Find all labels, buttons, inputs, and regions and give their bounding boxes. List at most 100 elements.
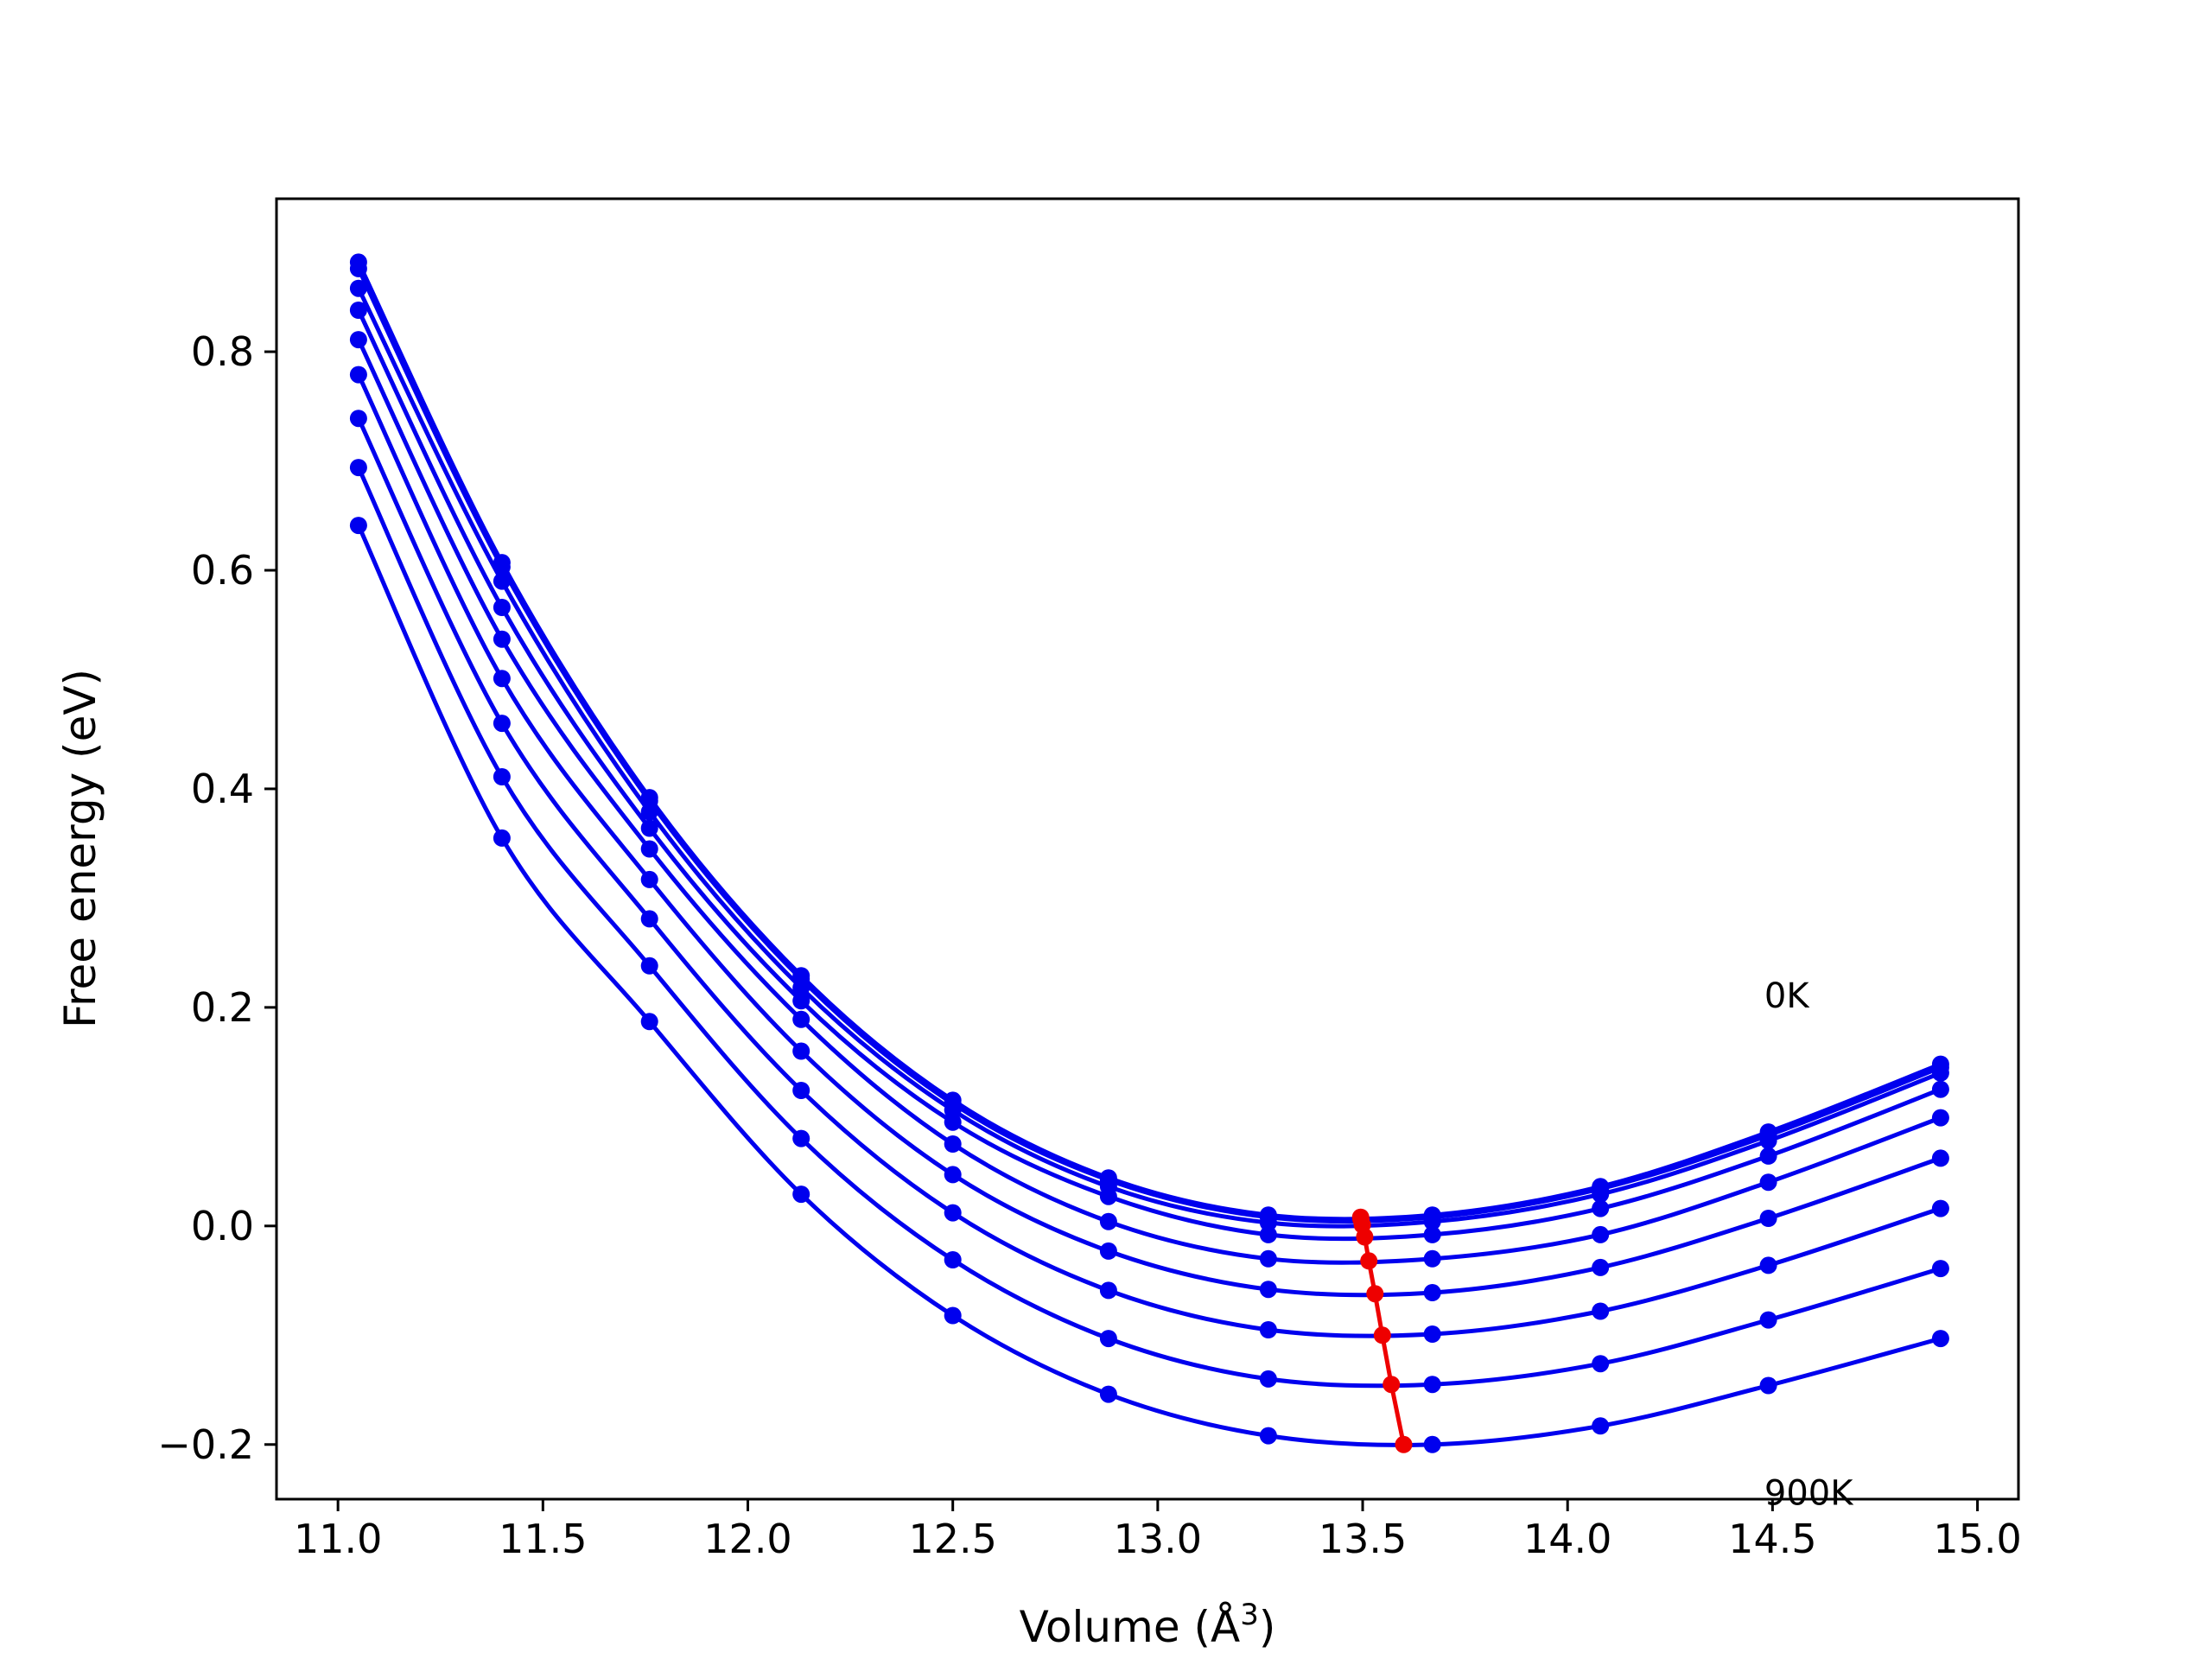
data-point-7-10	[1931, 1260, 1949, 1278]
data-point-6-1	[493, 715, 511, 733]
x-tick-label: 11.0	[294, 1516, 382, 1562]
temperature-annotation-0: 0K	[1764, 976, 1810, 1016]
data-point-4-6	[1259, 1249, 1277, 1268]
data-point-8-4	[944, 1306, 962, 1325]
data-point-2-8	[1592, 1185, 1610, 1204]
data-point-5-4	[944, 1166, 962, 1184]
data-point-5-0	[349, 365, 367, 384]
data-point-2-3	[792, 979, 810, 997]
data-point-8-0	[349, 517, 367, 535]
data-point-1-0	[349, 259, 367, 277]
data-point-8-6	[1259, 1427, 1277, 1445]
data-point-7-9	[1759, 1311, 1777, 1329]
minimum-point-7	[1382, 1376, 1401, 1394]
y-axis-ticks: −0.2 0.0 0.2 0.4 0.6 0.8	[157, 328, 276, 1468]
data-point-7-5	[1099, 1330, 1117, 1348]
data-point-3-0	[349, 302, 367, 319]
data-point-2-1	[493, 572, 511, 590]
data-point-7-6	[1259, 1370, 1277, 1388]
x-tick-label: 14.0	[1523, 1516, 1611, 1562]
data-point-5-10	[1931, 1149, 1949, 1167]
data-point-6-7	[1423, 1325, 1441, 1343]
x-tick-label: 12.5	[908, 1516, 996, 1562]
minimum-point-5	[1366, 1285, 1384, 1303]
data-point-5-5	[1099, 1242, 1117, 1260]
y-tick-label: 0.2	[191, 984, 254, 1031]
data-point-3-2	[640, 819, 658, 837]
data-point-6-10	[1931, 1199, 1949, 1217]
data-point-7-3	[792, 1129, 810, 1147]
data-point-3-9	[1759, 1147, 1777, 1165]
data-point-8-2	[640, 1013, 658, 1031]
y-tick-label: 0.0	[191, 1203, 254, 1249]
data-point-4-7	[1423, 1249, 1441, 1268]
minimum-path-layer	[1351, 1208, 1413, 1453]
data-point-2-10	[1931, 1064, 1949, 1082]
x-tick-label: 12.0	[703, 1516, 791, 1562]
x-tick-label: 11.5	[499, 1516, 587, 1562]
data-point-7-7	[1423, 1376, 1441, 1394]
data-point-5-8	[1592, 1258, 1610, 1276]
data-point-2-0	[349, 279, 367, 297]
series-line-2	[356, 287, 1942, 1229]
data-point-7-8	[1592, 1355, 1610, 1373]
temperature-annotation-1: 900K	[1764, 1473, 1854, 1513]
data-point-5-6	[1259, 1281, 1277, 1299]
y-tick-label: 0.6	[191, 547, 254, 594]
data-point-4-1	[493, 630, 511, 648]
data-point-3-8	[1592, 1199, 1610, 1217]
minimum-point-4	[1360, 1252, 1378, 1270]
data-point-5-3	[792, 1042, 810, 1060]
data-point-3-10	[1931, 1080, 1949, 1098]
data-point-2-9	[1759, 1132, 1777, 1150]
series-line-8	[356, 524, 1942, 1447]
x-tick-label: 14.5	[1728, 1516, 1816, 1562]
data-point-8-5	[1099, 1385, 1117, 1403]
minimum-point-6	[1373, 1326, 1391, 1344]
data-point-3-5	[1099, 1187, 1117, 1205]
data-point-2-2	[640, 803, 658, 821]
annotations-layer: 0K 900K	[1764, 976, 1854, 1513]
series-line-7	[356, 467, 1942, 1389]
data-point-7-4	[944, 1251, 962, 1268]
y-axis-label: Free energy (eV)	[55, 669, 105, 1028]
series-line-4	[356, 339, 1942, 1265]
data-point-3-6	[1259, 1225, 1277, 1243]
x-tick-label: 15.0	[1933, 1516, 2021, 1562]
data-point-5-9	[1759, 1210, 1777, 1227]
series-line-1	[356, 267, 1942, 1224]
data-point-7-0	[349, 459, 367, 477]
data-point-8-8	[1592, 1417, 1610, 1435]
data-point-3-7	[1423, 1225, 1441, 1243]
data-point-5-2	[640, 870, 658, 888]
data-point-7-1	[493, 768, 511, 785]
data-point-6-5	[1099, 1281, 1117, 1300]
data-point-6-6	[1259, 1321, 1277, 1338]
data-point-4-0	[349, 331, 367, 349]
data-point-6-8	[1592, 1302, 1610, 1320]
x-axis-ticks: 11.0 11.5 12.0 12.5 13.0 13.5 14.0 14.5 15.0	[294, 1499, 2022, 1562]
curves-layer	[349, 253, 1949, 1453]
series-line-6	[356, 417, 1942, 1338]
data-point-3-1	[493, 599, 511, 616]
x-tick-label: 13.0	[1114, 1516, 1202, 1562]
data-point-8-9	[1759, 1376, 1777, 1395]
data-point-6-3	[792, 1082, 810, 1099]
data-point-3-3	[792, 992, 810, 1010]
data-point-4-4	[944, 1135, 962, 1153]
data-point-5-1	[493, 670, 511, 688]
data-point-2-4	[944, 1101, 962, 1119]
minimum-point-3	[1356, 1228, 1374, 1246]
data-point-4-3	[792, 1010, 810, 1028]
data-point-6-9	[1759, 1256, 1777, 1274]
data-point-4-5	[1099, 1212, 1117, 1230]
data-point-4-9	[1759, 1173, 1777, 1192]
data-point-4-10	[1931, 1109, 1949, 1127]
data-point-8-1	[493, 829, 511, 847]
data-point-4-8	[1592, 1225, 1610, 1243]
minimum-point-8	[1395, 1435, 1413, 1453]
y-tick-label: 0.4	[191, 766, 254, 812]
data-point-5-7	[1423, 1284, 1441, 1301]
series-line-0	[356, 261, 1942, 1222]
